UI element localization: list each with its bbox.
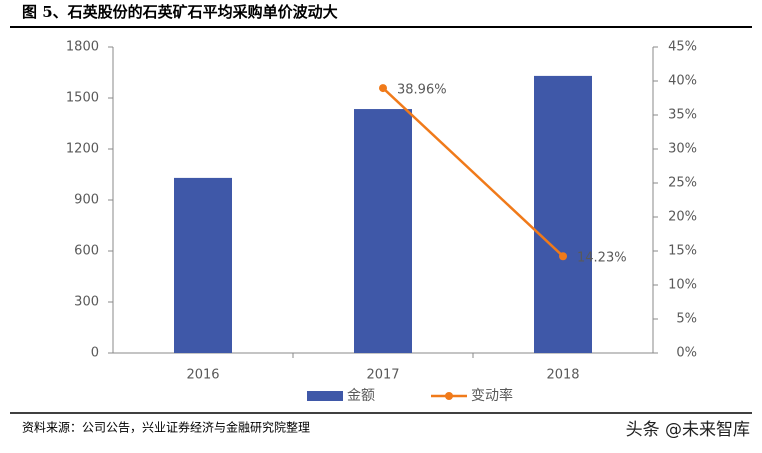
watermark: 头条 @未来智库 (626, 420, 750, 440)
y2-tick-label: 40% (668, 74, 697, 89)
y2-tick-label: 20% (668, 210, 697, 225)
y2-tick-label: 5% (676, 312, 697, 327)
source: 资料来源：公司公告，兴业证券经济与金融研究院整理 (22, 420, 310, 435)
bar (354, 109, 412, 353)
data-label: 38.96% (397, 83, 447, 98)
legend-label: 变动率 (471, 387, 513, 404)
legend-swatch (445, 392, 453, 400)
y-tick-label: 0 (91, 346, 99, 361)
y-tick-label: 1200 (66, 142, 99, 157)
legend-label: 金额 (347, 388, 375, 404)
y-tick-label: 600 (74, 244, 99, 259)
x-tick-label: 2018 (546, 368, 579, 383)
y-tick-label: 1500 (66, 91, 99, 106)
bar (174, 177, 232, 353)
data-label: 14.23% (577, 251, 627, 266)
y2-tick-label: 35% (668, 108, 697, 123)
y2-tick-label: 25% (668, 176, 697, 191)
y2-tick-label: 15% (668, 244, 697, 259)
legend-swatch (307, 391, 343, 401)
chart-title: 图 5、石英股份的石英矿石平均采购单价波动大 (22, 3, 338, 21)
y-tick-label: 900 (74, 193, 99, 208)
point (559, 252, 567, 261)
y2-tick-label: 30% (668, 142, 697, 157)
y2-tick-label: 45% (668, 40, 697, 55)
y-tick-label: 1800 (66, 40, 99, 55)
line (382, 87, 564, 258)
y2-tick-label: 0% (676, 346, 697, 361)
x-tick-label: 2016 (186, 368, 219, 383)
bar (534, 75, 592, 354)
x-tick-label: 2017 (366, 368, 399, 383)
y-tick-label: 300 (74, 295, 99, 310)
point (379, 84, 387, 93)
y2-tick-label: 10% (668, 278, 697, 293)
